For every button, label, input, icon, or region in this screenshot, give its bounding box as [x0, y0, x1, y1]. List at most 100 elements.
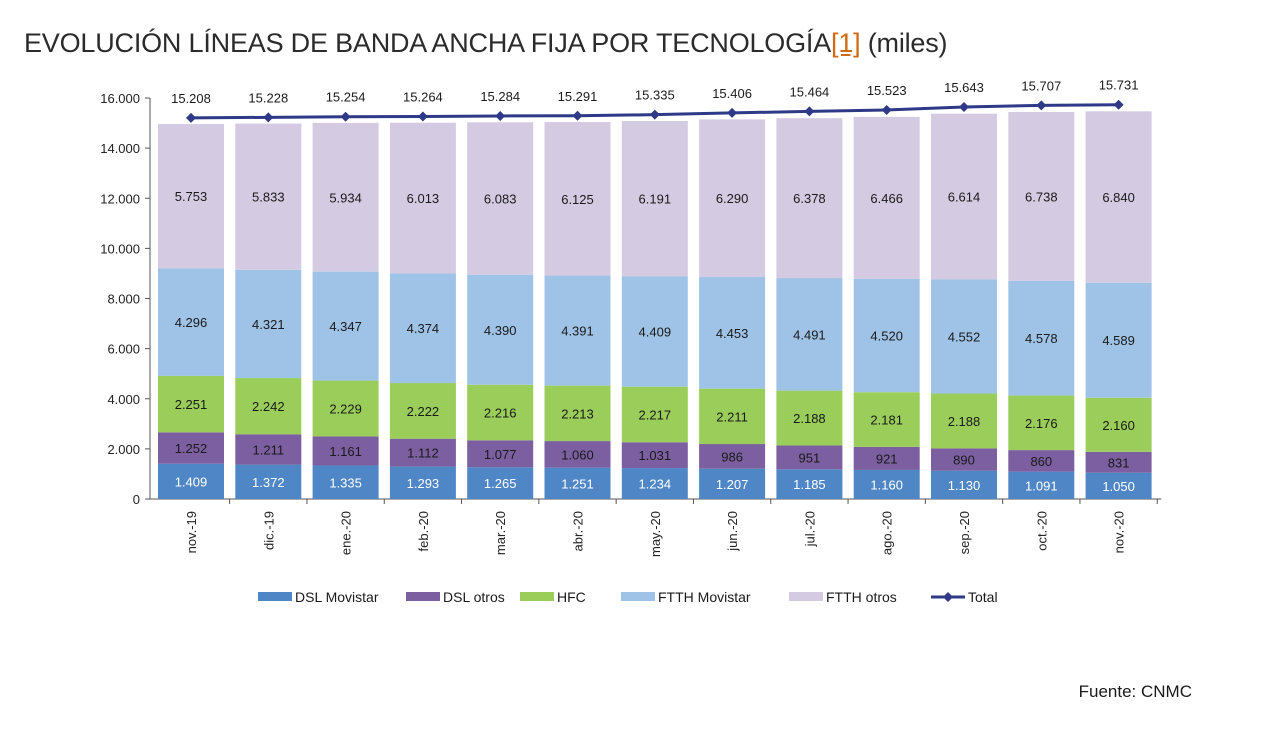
bar-segment — [389, 122, 456, 274]
x-tick-label: nov.-19 — [184, 511, 199, 553]
bar-value-label: 1.130 — [948, 478, 981, 493]
bar-segment — [158, 268, 224, 376]
bar-value-label: 4.347 — [329, 319, 362, 334]
bar-value-label: 1.077 — [484, 447, 517, 462]
bar-labels: 1.409 1.252 2.251 4.296 5.753 1.372 1.211 2.242… — [175, 189, 1135, 494]
chart-title: EVOLUCIÓN LÍNEAS DE BANDA ANCHA FIJA POR… — [24, 28, 948, 59]
total-value-label: 15.208 — [171, 91, 211, 106]
bar-value-label: 1.207 — [716, 477, 749, 492]
footnote-ref-link[interactable]: [1] — [831, 28, 861, 58]
y-tick-label: 4.000 — [107, 392, 140, 407]
bar-segment — [235, 434, 302, 465]
bar-value-label: 951 — [799, 450, 821, 465]
total-value-label: 15.643 — [944, 80, 984, 95]
bar-value-label: 6.125 — [561, 192, 594, 207]
y-tick-label: 14.000 — [100, 141, 140, 156]
bar-segment — [312, 122, 379, 272]
total-point — [959, 101, 969, 112]
y-tick-label: 0 — [133, 492, 140, 507]
bar-value-label: 6.290 — [716, 191, 749, 206]
bar-segment — [467, 440, 534, 468]
bar-segment — [544, 385, 611, 442]
legend-label: FTTH Movistar — [658, 589, 751, 605]
y-tick-label: 2.000 — [107, 442, 140, 457]
bar-value-label: 2.188 — [948, 414, 981, 429]
bar-segment — [1085, 397, 1152, 452]
bar-value-label: 890 — [953, 453, 975, 468]
bar-segment — [467, 467, 534, 499]
x-tick-label: dic.-19 — [261, 511, 276, 550]
total-point — [1113, 99, 1124, 110]
bar-value-label: 2.222 — [407, 404, 440, 419]
x-tick-label: nov.-20 — [1112, 511, 1127, 553]
bar-segment — [389, 273, 456, 384]
bar-value-label: 1.091 — [1025, 478, 1058, 493]
bar-segment — [544, 467, 611, 499]
total-value-label: 15.254 — [326, 90, 366, 105]
bar-segment — [1008, 471, 1075, 499]
bar-segment — [853, 278, 920, 393]
legend-label: HFC — [557, 589, 586, 605]
legend-swatch — [789, 592, 823, 601]
legend-marker — [943, 592, 953, 602]
bar-value-label: 2.251 — [175, 397, 208, 412]
bar-value-label: 4.453 — [716, 326, 749, 341]
legend-swatch — [258, 592, 292, 601]
bar-value-label: 2.229 — [329, 402, 362, 417]
legend-swatch — [621, 592, 655, 601]
bar-segment — [389, 383, 456, 439]
total-point — [186, 112, 196, 123]
bar-segment — [235, 123, 302, 270]
bar-segment — [389, 466, 456, 499]
chart-title-unit: (miles) — [860, 28, 948, 58]
bar-segment — [699, 388, 766, 445]
bar-value-label: 2.211 — [716, 409, 748, 424]
bar-value-label: 1.185 — [793, 477, 826, 492]
bar-segment — [621, 276, 688, 387]
bar-value-label: 1.265 — [484, 476, 517, 491]
x-tick-label: oct.-20 — [1034, 511, 1049, 551]
bar-value-label: 6.614 — [948, 190, 981, 205]
bar-segment — [1008, 395, 1075, 451]
bar-segment — [544, 441, 611, 468]
total-value-label: 15.731 — [1099, 78, 1139, 93]
bar-value-label: 1.252 — [175, 441, 208, 456]
bar-segment — [776, 445, 843, 470]
total-value-label: 15.335 — [635, 88, 675, 103]
bar-value-label: 6.083 — [484, 192, 517, 207]
legend-swatch — [406, 592, 440, 601]
bar-value-label: 6.191 — [639, 192, 672, 207]
bar-value-label: 1.112 — [407, 446, 439, 461]
bar-segment — [931, 279, 997, 394]
bar-value-label: 1.160 — [870, 477, 903, 492]
total-point — [572, 110, 583, 121]
bar-segment — [235, 269, 302, 379]
y-tick-label: 12.000 — [100, 191, 140, 206]
bar-segment — [1008, 280, 1075, 396]
bar-value-label: 4.391 — [561, 324, 594, 339]
bars — [158, 111, 1152, 499]
bar-value-label: 4.321 — [252, 317, 285, 332]
total-point — [340, 111, 351, 122]
bar-value-label: 4.390 — [484, 323, 517, 338]
bar-value-label: 1.409 — [175, 474, 208, 489]
bar-segment — [931, 113, 997, 280]
total-value-label: 15.464 — [790, 84, 830, 99]
bar-value-label: 5.833 — [252, 190, 285, 205]
bar-segment — [853, 116, 920, 279]
bar-segment — [931, 393, 997, 449]
bar-value-label: 2.176 — [1025, 416, 1058, 431]
bar-value-label: 1.050 — [1102, 479, 1135, 494]
bar-segment — [312, 465, 379, 499]
total-point — [1036, 100, 1047, 111]
legend-label: Total — [968, 589, 998, 605]
total-point — [263, 112, 274, 123]
bar-value-label: 1.060 — [561, 447, 594, 462]
x-axis-labels: nov.-19 dic.-19 ene.-20 feb.-20 mar.-20 abr.-… — [184, 511, 1127, 557]
bar-segment — [1085, 451, 1152, 473]
legend-swatch — [520, 592, 554, 601]
bar-value-label: 1.161 — [329, 444, 362, 459]
y-tick-label: 8.000 — [107, 292, 140, 307]
x-tick-label: mar.-20 — [493, 511, 508, 555]
bar-segment — [699, 468, 766, 499]
